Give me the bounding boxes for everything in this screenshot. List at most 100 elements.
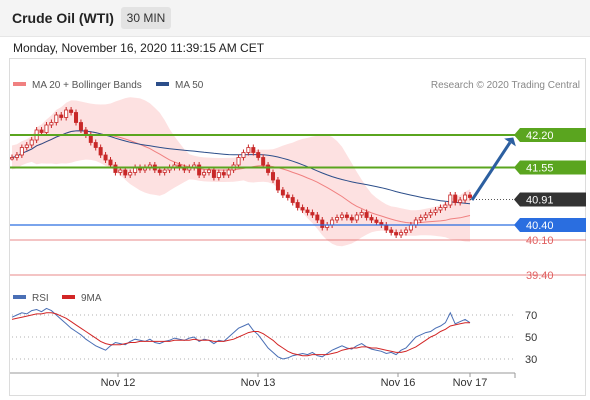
candle-body <box>433 209 438 213</box>
candle-body <box>78 122 83 131</box>
candle-body <box>285 194 290 198</box>
candle-body <box>14 154 19 158</box>
candle-body <box>261 157 266 166</box>
candle-body <box>49 122 54 126</box>
candle-body <box>280 189 285 196</box>
forecast-arrow-shaft <box>470 141 512 201</box>
candle-body <box>359 212 364 216</box>
timestamp: Monday, November 16, 2020 11:39:15 AM CE… <box>13 41 265 55</box>
candle-body <box>123 169 128 176</box>
pivot-tag-text: 40.40 <box>526 220 554 232</box>
forecast-arrow-head <box>504 137 516 147</box>
legend-ma50-label: MA 50 <box>175 80 204 91</box>
candle-body <box>113 164 118 173</box>
candle-body <box>197 164 202 176</box>
candle-body <box>256 152 261 158</box>
pivot-tag: 40.40 <box>514 218 586 232</box>
support-label-2: 39.40 <box>526 270 554 282</box>
candle-body <box>54 114 59 123</box>
candle-body <box>403 229 408 233</box>
candle-body <box>19 147 24 156</box>
candle-body <box>315 214 320 221</box>
x-tick-label: Nov 13 <box>241 377 276 389</box>
resistance-tag-2: 41.55 <box>514 160 586 175</box>
rsi-ma-swatch <box>62 295 75 300</box>
candle-body <box>206 169 211 173</box>
candle-body <box>69 109 74 113</box>
candle-body <box>354 214 359 221</box>
candle-body <box>364 212 369 218</box>
candle-body <box>211 169 216 178</box>
candle-body <box>29 139 34 146</box>
ma20-swatch <box>13 82 26 87</box>
resistance-tag-2-text: 41.55 <box>526 163 554 175</box>
candle-body <box>399 232 404 236</box>
candle-body <box>236 157 241 166</box>
rsi-tick-70: 70 <box>525 310 537 322</box>
candle-body <box>59 114 64 118</box>
candle-body <box>394 232 399 236</box>
candle-body <box>9 157 14 160</box>
candle-body <box>98 147 103 156</box>
candle-body <box>310 212 315 216</box>
candle-body <box>330 219 335 226</box>
ma50-line <box>11 130 471 205</box>
candle-body <box>453 194 458 203</box>
candle-body <box>418 217 423 221</box>
candle-body <box>118 169 123 173</box>
candle-body <box>408 224 413 231</box>
candle-body <box>39 129 44 133</box>
candle-body <box>438 207 443 211</box>
candle-body <box>44 124 49 133</box>
candle-body <box>108 159 113 166</box>
candle-body <box>290 197 295 203</box>
rsi-tick-30: 30 <box>525 354 537 366</box>
support-label-1: 40.10 <box>526 235 554 247</box>
resistance-tag-1: 42.20 <box>514 128 586 142</box>
candle-body <box>458 199 463 203</box>
rsi-line <box>11 307 471 360</box>
candle-body <box>369 217 374 221</box>
candle-body <box>271 172 276 181</box>
candle-body <box>349 217 354 221</box>
legend-9ma-label: 9MA <box>81 293 102 304</box>
resistance-tag-1-text: 42.20 <box>526 130 554 142</box>
candle-body <box>128 172 133 176</box>
candle-body <box>241 152 246 158</box>
rsi-swatch <box>13 295 26 300</box>
rsi-tick-50: 50 <box>525 332 537 344</box>
research-credit: Research © 2020 Trading Central <box>430 80 580 91</box>
candle-body <box>246 147 251 153</box>
legend-ma50: MA 50 <box>156 80 203 91</box>
candle-body <box>467 194 472 198</box>
legend-ma20: MA 20 + Bollinger Bands <box>13 80 142 91</box>
candle-body <box>74 112 79 123</box>
x-tick-label: Nov 16 <box>381 377 416 389</box>
candle-body <box>389 229 394 233</box>
candle-body <box>423 214 428 218</box>
candle-body <box>221 172 226 176</box>
candle-body <box>216 172 221 178</box>
candle-body <box>64 109 69 118</box>
candle-body <box>463 194 468 201</box>
candle-body <box>300 207 305 211</box>
legend-rsi: RSI <box>13 293 49 304</box>
x-tick-label: Nov 17 <box>453 377 488 389</box>
current-price-tag-text: 40.91 <box>526 195 554 207</box>
current-price-tag: 40.91 <box>514 192 586 207</box>
candle-body <box>448 194 453 206</box>
candle-body <box>413 219 418 226</box>
candle-body <box>374 219 379 223</box>
candle-body <box>295 202 300 208</box>
candle-body <box>275 179 280 191</box>
candle-body <box>344 214 349 218</box>
candle-body <box>226 169 231 176</box>
candle-body <box>335 217 340 221</box>
timeframe-badge[interactable]: 30 MIN <box>121 7 171 29</box>
candle-body <box>305 209 310 213</box>
x-tick-label: Nov 12 <box>101 377 136 389</box>
legend-rsi-label: RSI <box>32 293 49 304</box>
candle-body <box>157 169 162 173</box>
candle-body <box>24 144 29 148</box>
